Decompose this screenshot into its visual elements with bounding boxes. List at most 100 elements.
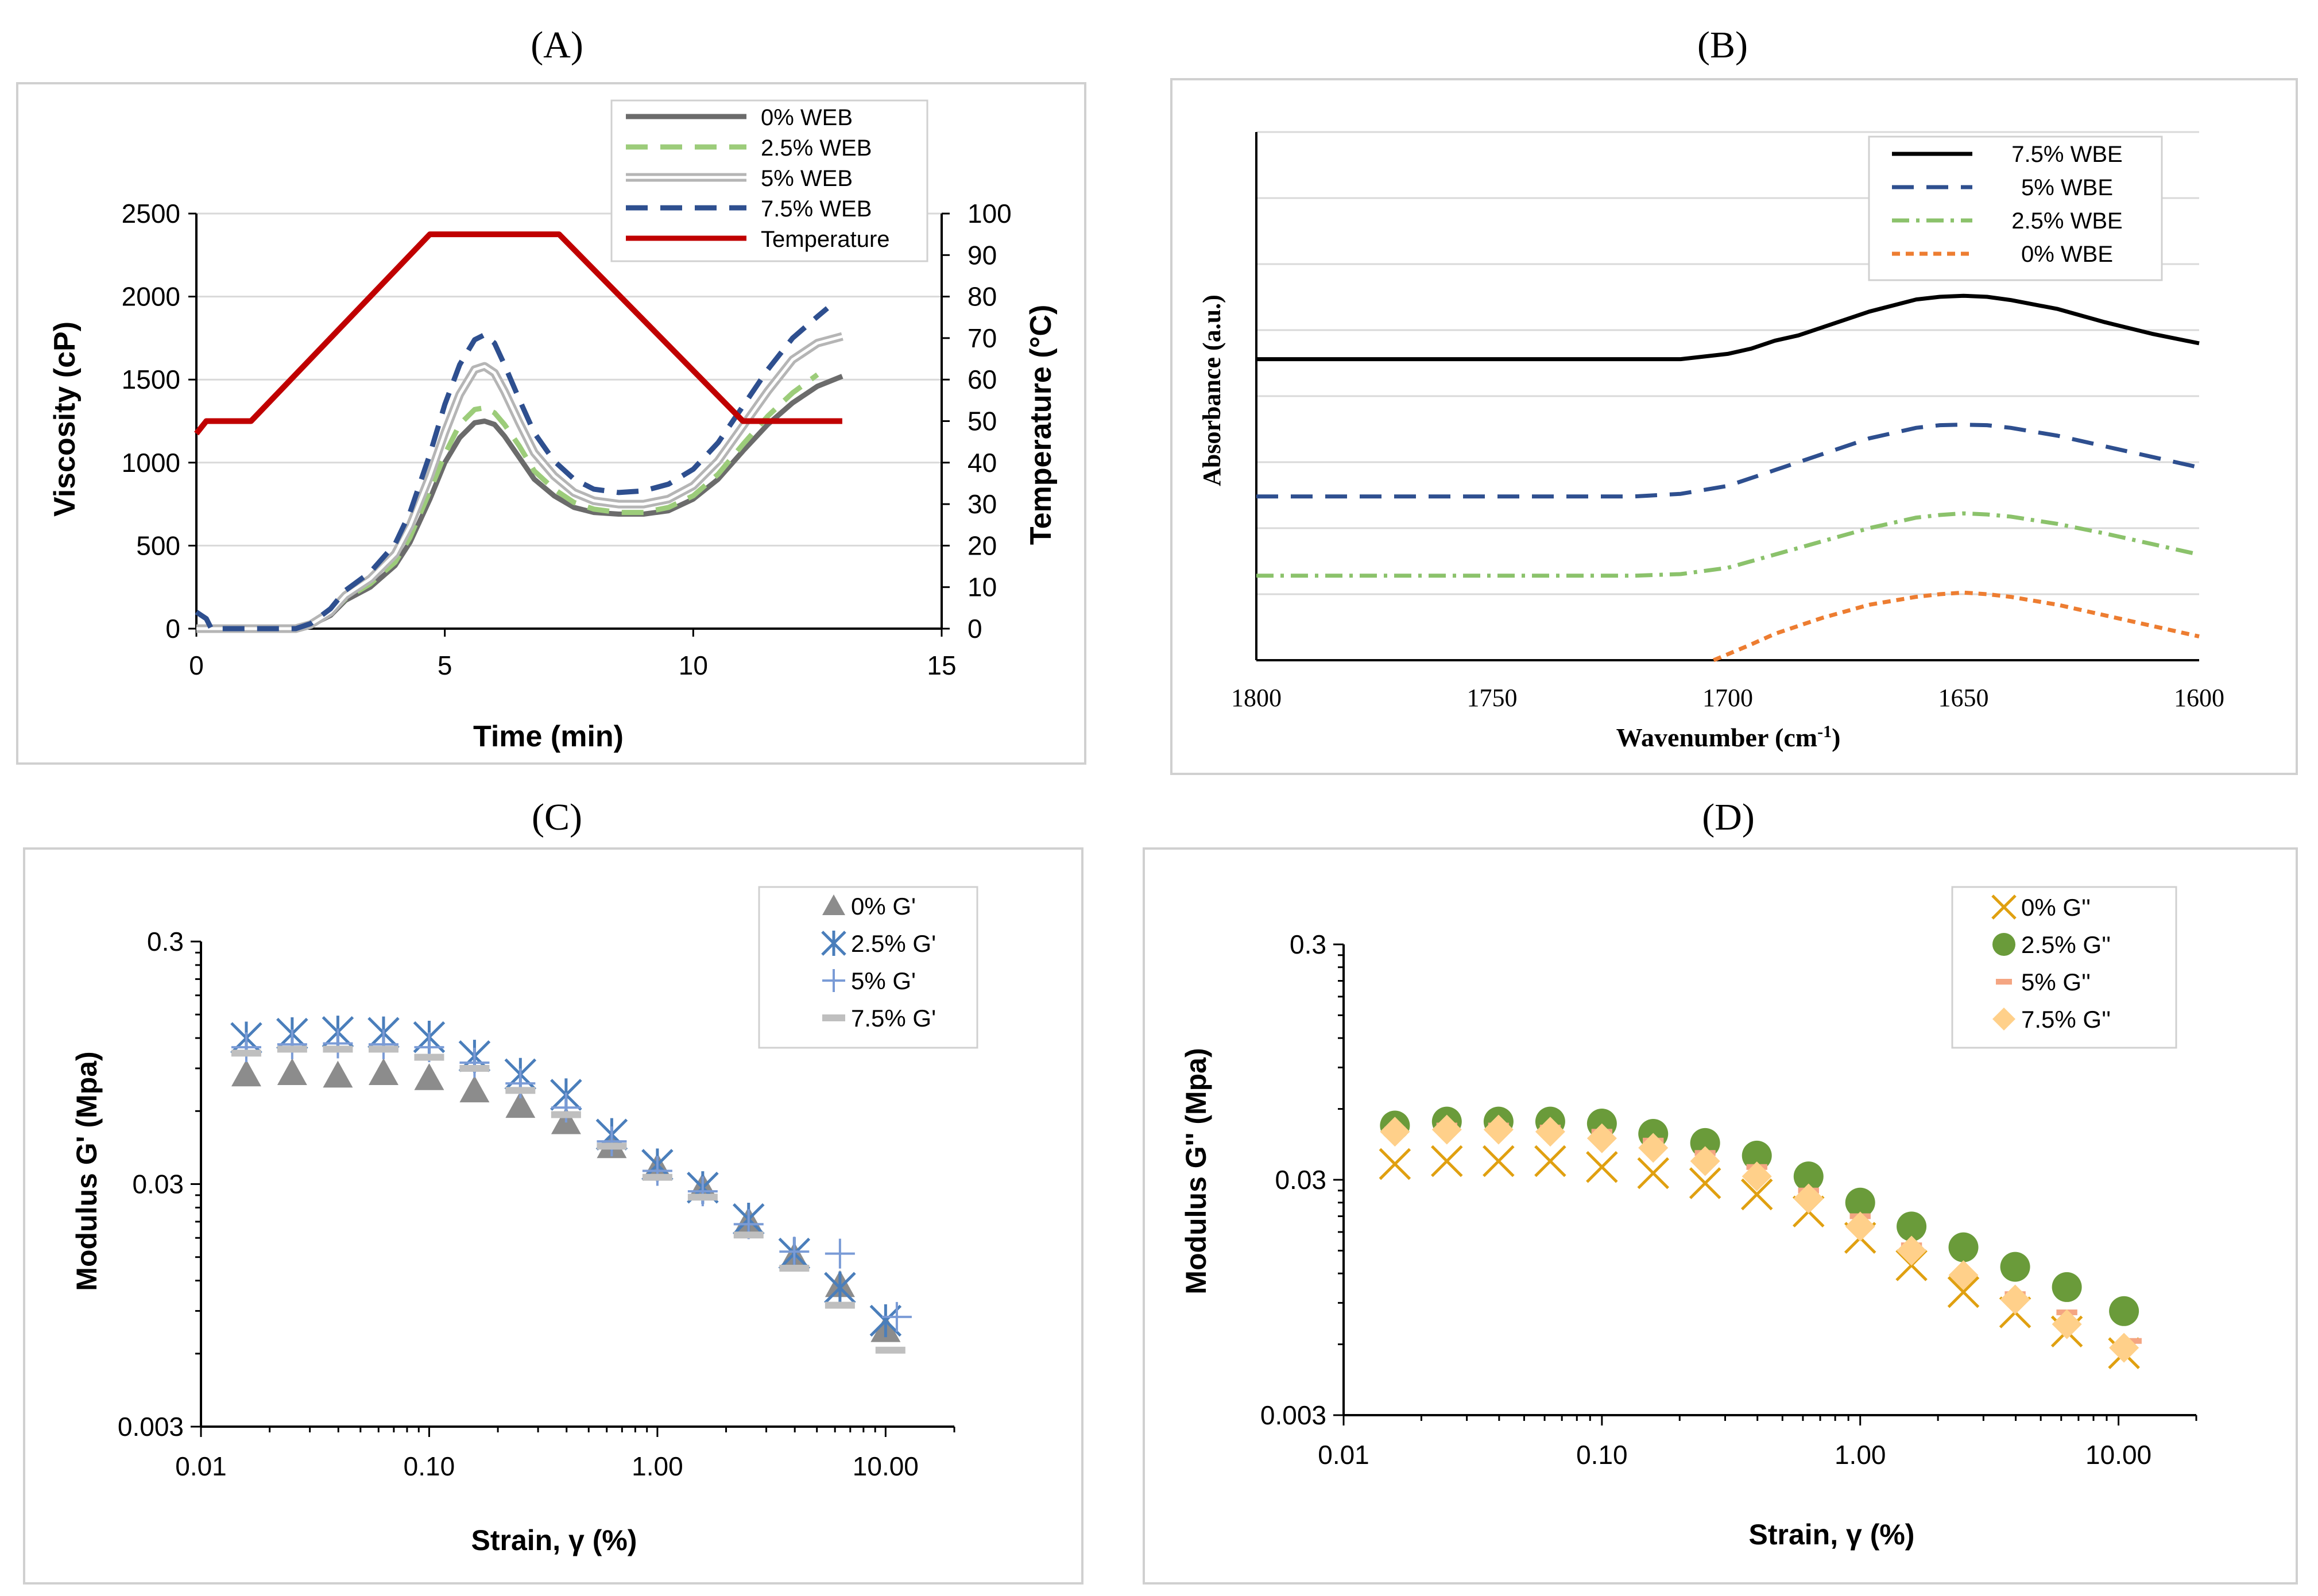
panel-a-xtick-label: 10 (679, 650, 708, 680)
panel-d-xlabel: Strain, γ (%) (1749, 1518, 1915, 1551)
panel-d-point (1742, 1161, 1772, 1192)
panel-a-y2label: Temperature (°C) (1024, 305, 1058, 545)
panel-c-point (323, 1060, 353, 1088)
panel-b-series-line (1256, 423, 2200, 499)
panel-d-point (1689, 1167, 1721, 1199)
panel-a-y2tick-label: 10 (968, 572, 997, 602)
panel-c-point (881, 1301, 912, 1332)
panel-d-point (2109, 1296, 2139, 1326)
panel-d-chart: 0.01 0.10 1.00 10.00 0.003 0.03 0.3 Strain, γ … (1180, 886, 2197, 1551)
panel-b-xlabel-end: ) (1832, 723, 1840, 752)
panel-d-point (2000, 1284, 2030, 1315)
panel-c-point (505, 1068, 536, 1099)
panel-d-point (1793, 1183, 1824, 1214)
panel-d-point (1431, 1145, 1463, 1177)
panel-a-xtick-label: 0 (189, 650, 204, 680)
panel-d-point-b (1379, 1148, 1411, 1180)
panel-d-point-b (1740, 1178, 1773, 1211)
panel-a-series (194, 231, 843, 633)
panel-b-axes: 1800 1750 1700 1650 1600 (1231, 132, 2224, 712)
panel-c-ytick-label: 0.03 (132, 1169, 184, 1199)
panel-d-point (1586, 1123, 1617, 1153)
panel-d-legend-label: 2.5% G'' (2021, 931, 2111, 958)
panel-d-point (1948, 1232, 1979, 1262)
panel-d-legend-items: 0% G'' 2.5% G'' 5% G'' 7.5% G'' (1991, 894, 2111, 1033)
panel-c-point (869, 1304, 902, 1338)
panel-d-point (1793, 1161, 1824, 1192)
panel-d-xtick-label: 0.10 (1576, 1440, 1628, 1470)
panel-d-point (1845, 1211, 1875, 1242)
panel-d-point (1586, 1150, 1618, 1183)
panel-c-point (597, 1126, 627, 1157)
panel-a-legend-label: 0% WEB (761, 105, 853, 130)
panel-c-point (231, 1049, 261, 1057)
panel-a-y2tick-label: 100 (968, 199, 1012, 228)
panel-d-point-b (1534, 1145, 1566, 1177)
panel-d-legend-marker-b (1991, 894, 2017, 920)
panel-b-series-line (1713, 590, 2200, 663)
panel-b-xlabel-sup: -1 (1817, 722, 1832, 741)
panel-d-legend-label: 0% G'' (2021, 894, 2091, 921)
panel-c-legend-label: 2.5% G' (851, 930, 936, 957)
panel-a-xtick-label: 15 (927, 650, 956, 680)
panel-b-legend-box (1868, 135, 2163, 281)
panel-a-frame (16, 82, 1086, 765)
panel-c-point (875, 1346, 905, 1354)
panel-d-ytick-label: 0.3 (1290, 929, 1326, 959)
panel-c-point (642, 1173, 672, 1181)
panel-d-point (1740, 1178, 1773, 1211)
panel-c-legend-marker (821, 931, 846, 956)
panel-a-legend-items: 0% WEB 2.5% WEB 5% WEB 7.5% WEB Temperature (626, 105, 890, 252)
panel-b-series-line (1256, 511, 2200, 578)
panel-d-point-b (1947, 1276, 1980, 1308)
panel-a-y2tick-label: 40 (968, 448, 997, 478)
panel-c-legend-marker (822, 1014, 845, 1021)
panel-c-point (277, 1045, 307, 1053)
panel-a-y2tick-label: 30 (968, 489, 997, 519)
panel-d-legend-label: 7.5% G'' (2021, 1006, 2111, 1033)
panel-a-series-line (194, 231, 842, 436)
panel-d-ylabel: Modulus G'' (Mpa) (1180, 1048, 1212, 1294)
panel-d-point (2052, 1272, 2082, 1302)
panel-d-ytick-label: 0.003 (1260, 1400, 1326, 1430)
panel-a-ylabel: Viscosity (cP) (48, 321, 82, 517)
panel-d-point (2109, 1332, 2139, 1363)
panel-d-legend-marker (1991, 894, 2017, 920)
panel-b-ylabel: Absorbance (a.u.) (1198, 295, 1226, 486)
panel-b-series-line (1256, 293, 2200, 362)
panel-d-frame (1143, 847, 2298, 1585)
panel-a-y2tick-label: 0 (968, 614, 982, 644)
panel-b-xtick-label: 1750 (1467, 684, 1518, 712)
panel-c-point (505, 1087, 536, 1094)
panel-d-point (1534, 1145, 1566, 1177)
panel-d-point (1637, 1157, 1669, 1190)
panel-c-point (779, 1237, 810, 1267)
panel-b-xlabel-main: Wavenumber (cm (1616, 723, 1818, 752)
panel-d-title: (D) (1702, 796, 1755, 838)
panel-d-point (1638, 1133, 1669, 1163)
panel-c-ytick-label: 0.003 (118, 1412, 184, 1442)
panel-b-series (1256, 293, 2200, 663)
panel-b-xtick-label: 1700 (1702, 684, 1753, 712)
panel-c-point (368, 1029, 398, 1060)
panel-d-point (1947, 1276, 1980, 1308)
panel-c-legend-label: 7.5% G' (851, 1005, 936, 1032)
panel-d-point (1535, 1117, 1565, 1147)
panel-a-y2tick-label: 90 (968, 240, 997, 270)
panel-b-legend-label: 7.5% WBE (2011, 142, 2122, 167)
panel-c-legend-items: 0% G' 2.5% G' 5% G' 7.5% G' (821, 893, 936, 1032)
panel-c-axes: 0.01 0.10 1.00 10.00 0.003 0.03 0.3 (118, 927, 955, 1481)
panel-c-point (414, 1063, 444, 1090)
panel-d-point (1897, 1235, 1927, 1266)
panel-d-ytick-label: 0.03 (1275, 1165, 1326, 1195)
panel-d-legend-marker (1996, 979, 2012, 985)
panel-c-point (687, 1176, 718, 1207)
panel-d-point (1379, 1148, 1411, 1180)
panel-c-xtick-label: 10.00 (853, 1451, 919, 1481)
panel-b-legend: 7.5% WBE 5% WBE 2.5% WBE 0% WBE (1868, 135, 2163, 281)
panel-c-point (824, 1271, 856, 1304)
panel-a-legend: 0% WEB 2.5% WEB 5% WEB 7.5% WEB Temperature (610, 99, 928, 262)
panel-c-ytick-label: 0.3 (147, 927, 184, 956)
panel-c-legend-label: 5% G' (851, 967, 916, 994)
